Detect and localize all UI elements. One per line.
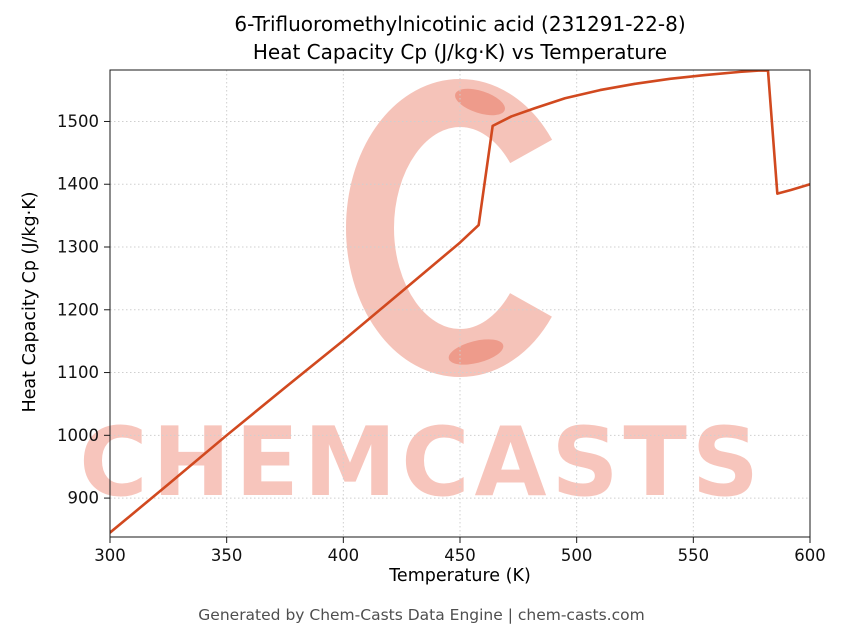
- y-tick-label: 1300: [57, 238, 99, 257]
- x-tick-label: 550: [678, 546, 710, 565]
- y-tick-label: 1400: [57, 175, 99, 194]
- x-tick-label: 350: [211, 546, 243, 565]
- data-line: [110, 70, 810, 534]
- chart-title-line1: 6-Trifluoromethylnicotinic acid (231291-…: [234, 12, 686, 36]
- y-tick-label: 900: [68, 489, 100, 508]
- y-tick-label: 1200: [57, 300, 99, 319]
- chart-title-line2: Heat Capacity Cp (J/kg·K) vs Temperature: [252, 40, 668, 64]
- x-tick-label: 450: [444, 546, 476, 565]
- x-tick-label: 600: [794, 546, 826, 565]
- y-tick-label: 1000: [57, 426, 99, 445]
- chart-title: 6-Trifluoromethylnicotinic acid (231291-…: [110, 10, 810, 66]
- x-tick-label: 400: [328, 546, 360, 565]
- y-tick-label: 1100: [57, 363, 99, 382]
- footer-text: Generated by Chem-Casts Data Engine | ch…: [198, 606, 645, 624]
- x-axis-label: Temperature (K): [389, 566, 531, 586]
- x-tick-label: 300: [94, 546, 126, 565]
- y-tick-label: 1500: [57, 112, 99, 131]
- x-tick-label: 500: [561, 546, 593, 565]
